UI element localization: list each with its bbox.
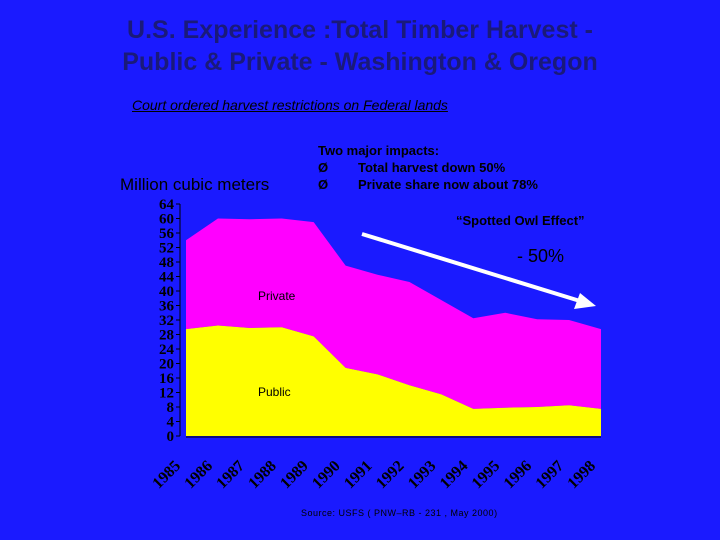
x-tick-label: 1998	[564, 457, 599, 492]
impacts-heading: Two major impacts:	[318, 143, 440, 158]
private-area	[186, 218, 601, 409]
y-tick-label: 56	[159, 226, 175, 242]
impacts-box: Two major impacts: Ø Total harvest down 5…	[318, 142, 538, 193]
public-series-label: Public	[258, 385, 291, 399]
impact-text: Total harvest down 50%	[358, 160, 506, 175]
x-tick-label: 1997	[533, 457, 568, 492]
source-note: Source: USFS ( PNW–RB - 231 , May 2000)	[301, 508, 498, 518]
bullet-arrow-icon: Ø	[318, 160, 329, 175]
impact-item: Ø Total harvest down 50%	[318, 159, 538, 176]
x-tick-label: 1995	[469, 457, 504, 492]
spotted-owl-annotation: “Spotted Owl Effect”	[456, 213, 585, 228]
private-series-label: Private	[258, 289, 296, 303]
y-tick-label: 36	[159, 299, 175, 315]
chart-areas	[186, 218, 601, 436]
title-line-1: U.S. Experience :Total Timber Harvest -	[127, 16, 593, 44]
y-tick-label: 0	[167, 429, 175, 445]
x-tick-label: 1987	[213, 457, 248, 492]
y-tick-label: 4	[167, 415, 175, 431]
x-tick-label: 1989	[277, 457, 312, 492]
impact-item: Ø Private share now about 78%	[318, 176, 538, 193]
slide-subtitle: Court ordered harvest restrictions on Fe…	[132, 97, 448, 113]
y-tick-label: 12	[159, 386, 174, 402]
decline-annotation: - 50%	[517, 246, 565, 266]
x-tick-label: 1991	[341, 457, 376, 492]
x-tick-label: 1996	[501, 457, 536, 492]
x-tick-label: 1988	[245, 457, 280, 492]
x-tick-label: 1994	[437, 457, 472, 492]
public-area	[186, 325, 601, 436]
slide-title: U.S. Experience :Total Timber Harvest - …	[0, 14, 720, 78]
x-axis: 1985198619871988198919901991199219931994…	[149, 436, 601, 492]
trend-arrow	[361, 232, 596, 309]
y-tick-label: 16	[159, 371, 175, 387]
y-tick-label: 44	[159, 270, 175, 286]
y-tick-label: 20	[159, 357, 174, 373]
title-line-2: Public & Private - Washington & Oregon	[122, 48, 598, 76]
y-tick-label: 32	[159, 313, 174, 329]
trend-arrow-shaft	[361, 232, 581, 303]
x-tick-label: 1992	[373, 457, 408, 492]
y-tick-label: 64	[159, 197, 175, 213]
trend-arrow-head-icon	[574, 293, 596, 309]
y-tick-label: 8	[167, 400, 175, 416]
y-tick-label: 28	[159, 328, 174, 344]
y-tick-label: 48	[159, 255, 174, 271]
x-tick-label: 1986	[181, 457, 216, 492]
y-tick-label: 40	[159, 284, 174, 300]
bullet-arrow-icon: Ø	[318, 177, 329, 192]
x-tick-label: 1985	[149, 457, 184, 492]
y-tick-label: 52	[159, 241, 174, 257]
series-labels: Private Public	[258, 289, 296, 399]
y-tick-label: 24	[159, 342, 175, 358]
y-axis-label: Million cubic meters	[120, 175, 270, 194]
x-tick-label: 1993	[405, 457, 440, 492]
impact-text: Private share now about 78%	[358, 177, 538, 192]
x-tick-label: 1990	[309, 457, 344, 492]
y-tick-label: 60	[159, 212, 174, 228]
